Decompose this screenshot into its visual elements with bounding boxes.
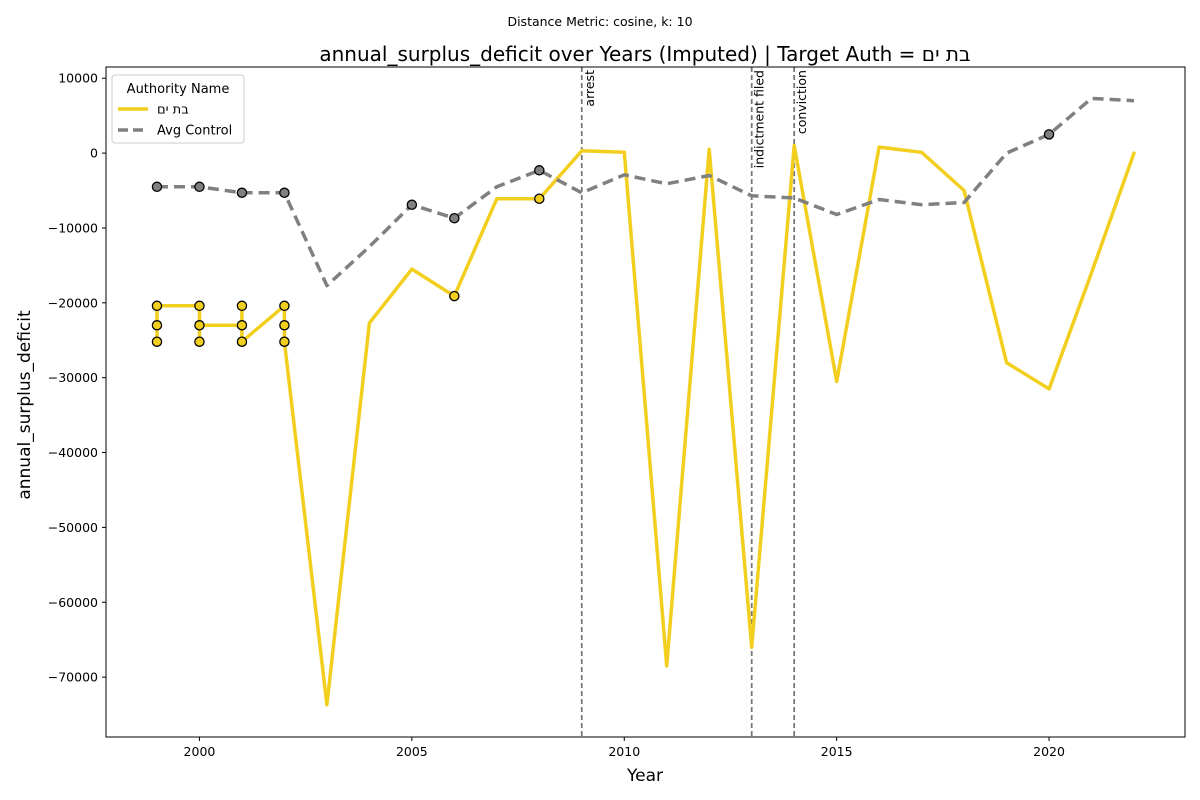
y-tick-label: 10000 xyxy=(58,71,98,86)
imputed-marker-target xyxy=(236,336,248,347)
y-tick-label: −20000 xyxy=(48,295,98,310)
chart-title: annual_surplus_deficit over Years (Imput… xyxy=(319,42,970,66)
imputed-marker-target xyxy=(236,320,248,331)
imputed-marker-target xyxy=(194,300,205,312)
legend-title: Authority Name xyxy=(127,82,230,97)
y-tick-label: −40000 xyxy=(48,445,98,460)
event-label: conviction xyxy=(794,70,809,134)
x-tick-label: 2015 xyxy=(821,744,853,759)
y-axis-label: annual_surplus_deficit xyxy=(15,310,35,500)
event-label: indictment filed xyxy=(752,70,767,168)
series-line-control xyxy=(157,96,1135,288)
legend: Authority Name בת ים Avg Control xyxy=(111,74,245,144)
y-tick-label: −10000 xyxy=(48,220,98,235)
imputed-marker-control xyxy=(236,187,248,199)
series-line-target xyxy=(155,143,1136,707)
imputed-marker-target xyxy=(279,336,290,347)
y-tick-label: −70000 xyxy=(48,670,98,685)
legend-label-control: Avg Control xyxy=(157,124,232,139)
imputed-marker-target xyxy=(279,300,290,312)
imputed-marker-target xyxy=(449,290,460,302)
imputed-marker-control xyxy=(1043,129,1055,140)
legend-label-target: בת ים xyxy=(157,103,189,118)
imputed-marker-target xyxy=(151,320,163,331)
y-tick-label: −30000 xyxy=(48,370,98,385)
imputed-marker-target xyxy=(151,336,163,347)
x-axis-label: Year xyxy=(626,766,663,786)
legend-box xyxy=(111,74,245,144)
plot-frame xyxy=(105,66,1186,738)
imputed-marker-target xyxy=(151,300,163,312)
imputed-marker-control xyxy=(406,199,418,210)
y-tick-label: 0 xyxy=(90,146,98,161)
x-tick-label: 2010 xyxy=(608,744,640,759)
imputed-marker-target xyxy=(279,320,290,331)
x-tick-label: 2020 xyxy=(1033,744,1065,759)
event-label: arrest xyxy=(582,70,597,107)
imputed-marker-control xyxy=(279,187,290,199)
imputed-marker-control xyxy=(449,212,460,224)
imputed-marker-target xyxy=(236,300,248,312)
imputed-marker-control xyxy=(151,181,163,193)
imputed-marker-target xyxy=(194,336,205,347)
chart-suptitle: Distance Metric: cosine, k: 10 xyxy=(507,14,692,29)
x-tick-label: 2000 xyxy=(184,744,216,759)
x-tick-label: 2005 xyxy=(396,744,428,759)
plot-area: 2000 2005 2010 2015 2020 10000 0 −10000 −20000 −3… xyxy=(48,67,1136,759)
imputed-marker-target xyxy=(194,320,205,331)
imputed-marker-control xyxy=(534,165,545,176)
imputed-marker-target xyxy=(534,193,545,205)
y-tick-label: −60000 xyxy=(48,595,98,610)
y-tick-label: −50000 xyxy=(48,520,98,535)
imputed-marker-control xyxy=(194,181,205,193)
